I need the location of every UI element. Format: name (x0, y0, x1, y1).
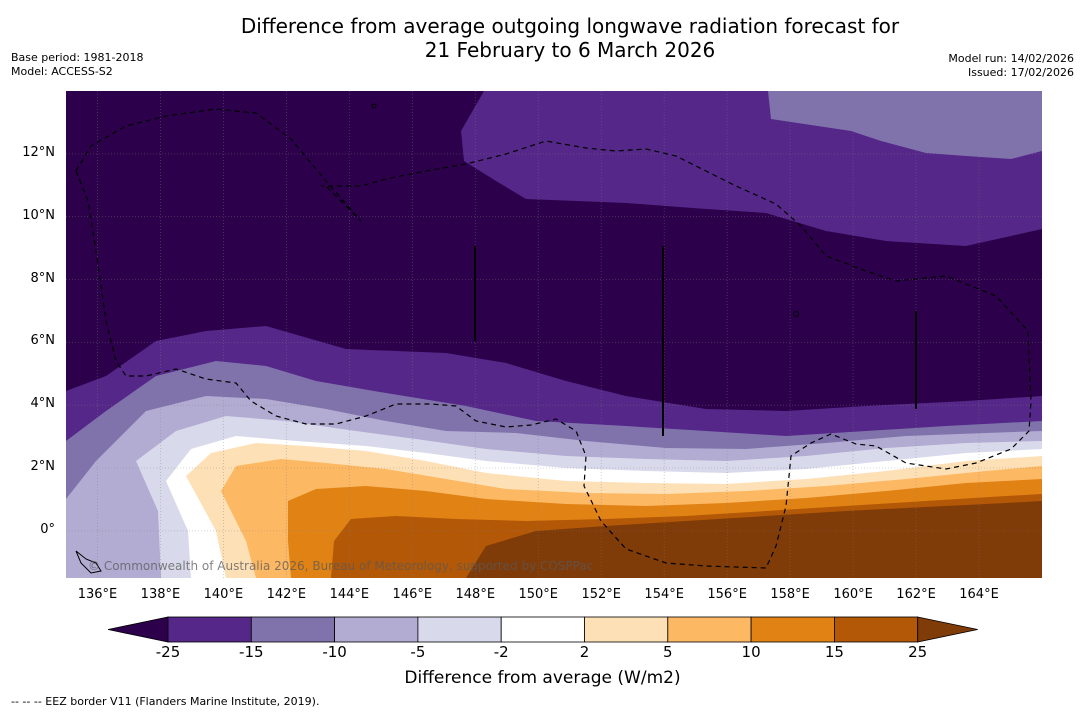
longitude-label: 158°E (770, 587, 810, 602)
colorbar-tick: -2 (493, 643, 509, 661)
longitude-label: 144°E (329, 587, 370, 602)
eez-border (75, 108, 1032, 569)
longitude-label: 150°E (518, 587, 559, 602)
latitude-label: 6°N (30, 333, 56, 349)
longitude-label: 138°E (140, 587, 181, 602)
longitude-label: 156°E (707, 587, 747, 602)
colorbar-extend-high (917, 616, 978, 643)
longitude-label: 148°E (455, 587, 496, 602)
longitude-label: 140°E (203, 587, 244, 602)
forecast-map[interactable] (66, 91, 1042, 578)
colorbar-segment (250, 616, 336, 643)
map-svg (66, 91, 1042, 578)
colorbar-segment (167, 616, 252, 643)
copyright-notice: © Commonwealth of Australia 2026, Bureau… (88, 559, 594, 573)
colorbar-segment (667, 616, 752, 643)
model-name: Model: ACCESS-S2 (11, 65, 113, 78)
latitude-label: 4°N (30, 396, 56, 412)
colorbar-segment (584, 616, 669, 643)
title-line-1: Difference from average outgoing longwav… (240, 14, 900, 38)
colorbar-tick: 10 (741, 643, 761, 661)
colorbar-tick: 25 (908, 643, 928, 661)
issued-date: Issued: 17/02/2026 (967, 66, 1074, 79)
latitude-label: 12°N (22, 144, 55, 160)
colorbar-label: Difference from average (W/m2) (404, 668, 681, 688)
eez-legend: -- -- -- EEZ border V11 (Flanders Marine… (11, 695, 320, 708)
longitude-label: 152°E (581, 587, 621, 602)
map-title: Difference from average outgoing longwav… (170, 14, 970, 62)
colorbar-extend-low (108, 616, 169, 643)
run-info: Model run: 14/02/2026 Issued: 17/02/2026 (948, 52, 1074, 80)
colorbar-segment (500, 616, 585, 643)
longitude-label: 146°E (392, 587, 433, 602)
colorbar-segment (834, 616, 919, 643)
model-run: Model run: 14/02/2026 (948, 52, 1074, 65)
longitude-label: 164°E (959, 587, 999, 602)
colorbar-tick: -5 (410, 643, 426, 661)
model-info: Base period: 1981-2018 Model: ACCESS-S2 (11, 51, 143, 79)
colorbar-segment (334, 616, 419, 643)
colorbar-tick: 5 (663, 643, 673, 661)
colorbar-segment (417, 616, 502, 643)
islands (75, 103, 917, 574)
band-p25 (466, 501, 1042, 578)
colorbar-tick: 15 (824, 643, 844, 661)
colorbar (108, 616, 978, 643)
latitude-label: 2°N (30, 459, 56, 475)
colorbar-tick: -10 (322, 643, 347, 661)
longitude-label: 142°E (266, 587, 307, 602)
graticule (66, 91, 1042, 578)
longitude-label: 136°E (77, 587, 118, 602)
latitude-label: 0° (40, 521, 55, 537)
latitude-label: 8°N (30, 270, 56, 286)
latitude-label: 10°N (22, 207, 55, 223)
longitude-label: 154°E (644, 587, 684, 602)
colorbar-tick: -25 (155, 643, 181, 661)
band-n10-north (768, 91, 1042, 159)
longitude-label: 160°E (833, 587, 873, 602)
base-period: Base period: 1981-2018 (11, 51, 144, 64)
colorbar-segment (750, 616, 835, 643)
longitude-label: 162°E (896, 587, 936, 602)
colorbar-tick: -15 (239, 643, 264, 661)
title-line-2: 21 February to 6 March 2026 (424, 38, 716, 62)
colorbar-tick: 2 (579, 643, 590, 661)
